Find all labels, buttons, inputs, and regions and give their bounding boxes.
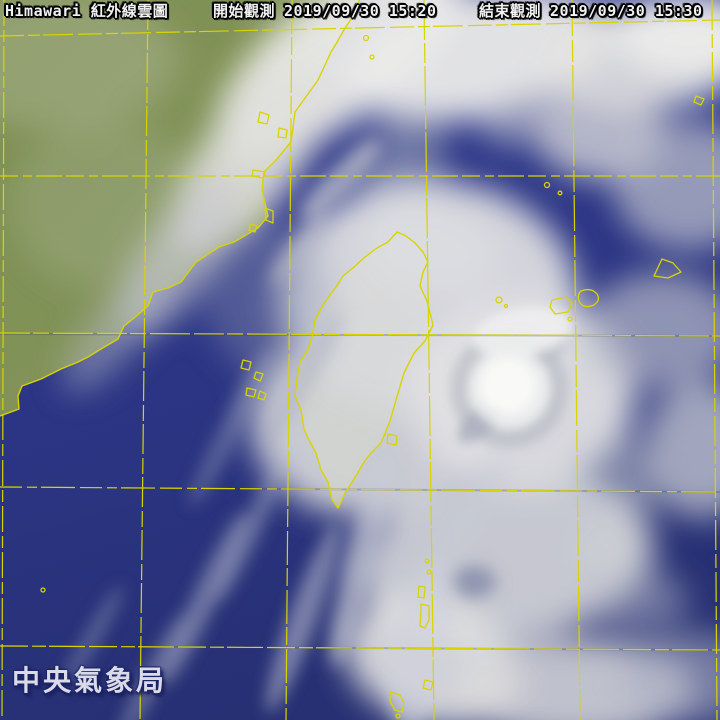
typhoon-eye: [450, 306, 572, 448]
coastlines: [0, 0, 434, 509]
start-observation-time: 2019/09/30 15:20: [284, 2, 437, 20]
product-title: Himawari 紅外線雲圖: [5, 1, 168, 23]
island-outlines: [40, 34, 705, 719]
product-title-text: Himawari 紅外線雲圖: [5, 2, 169, 20]
end-observation-time: 2019/09/30 15:30: [550, 2, 703, 20]
start-observation: 開始觀測 2019/09/30 15:20: [213, 1, 437, 23]
end-observation-label: 結束觀測: [479, 2, 542, 20]
taiwan-outline: [294, 231, 434, 509]
end-observation: 結束觀測 2019/09/30 15:30: [479, 1, 703, 23]
start-observation-label: 開始觀測: [213, 2, 276, 20]
agency-watermark: 中央氣象局: [12, 664, 168, 697]
china-coastline: [0, 0, 361, 417]
